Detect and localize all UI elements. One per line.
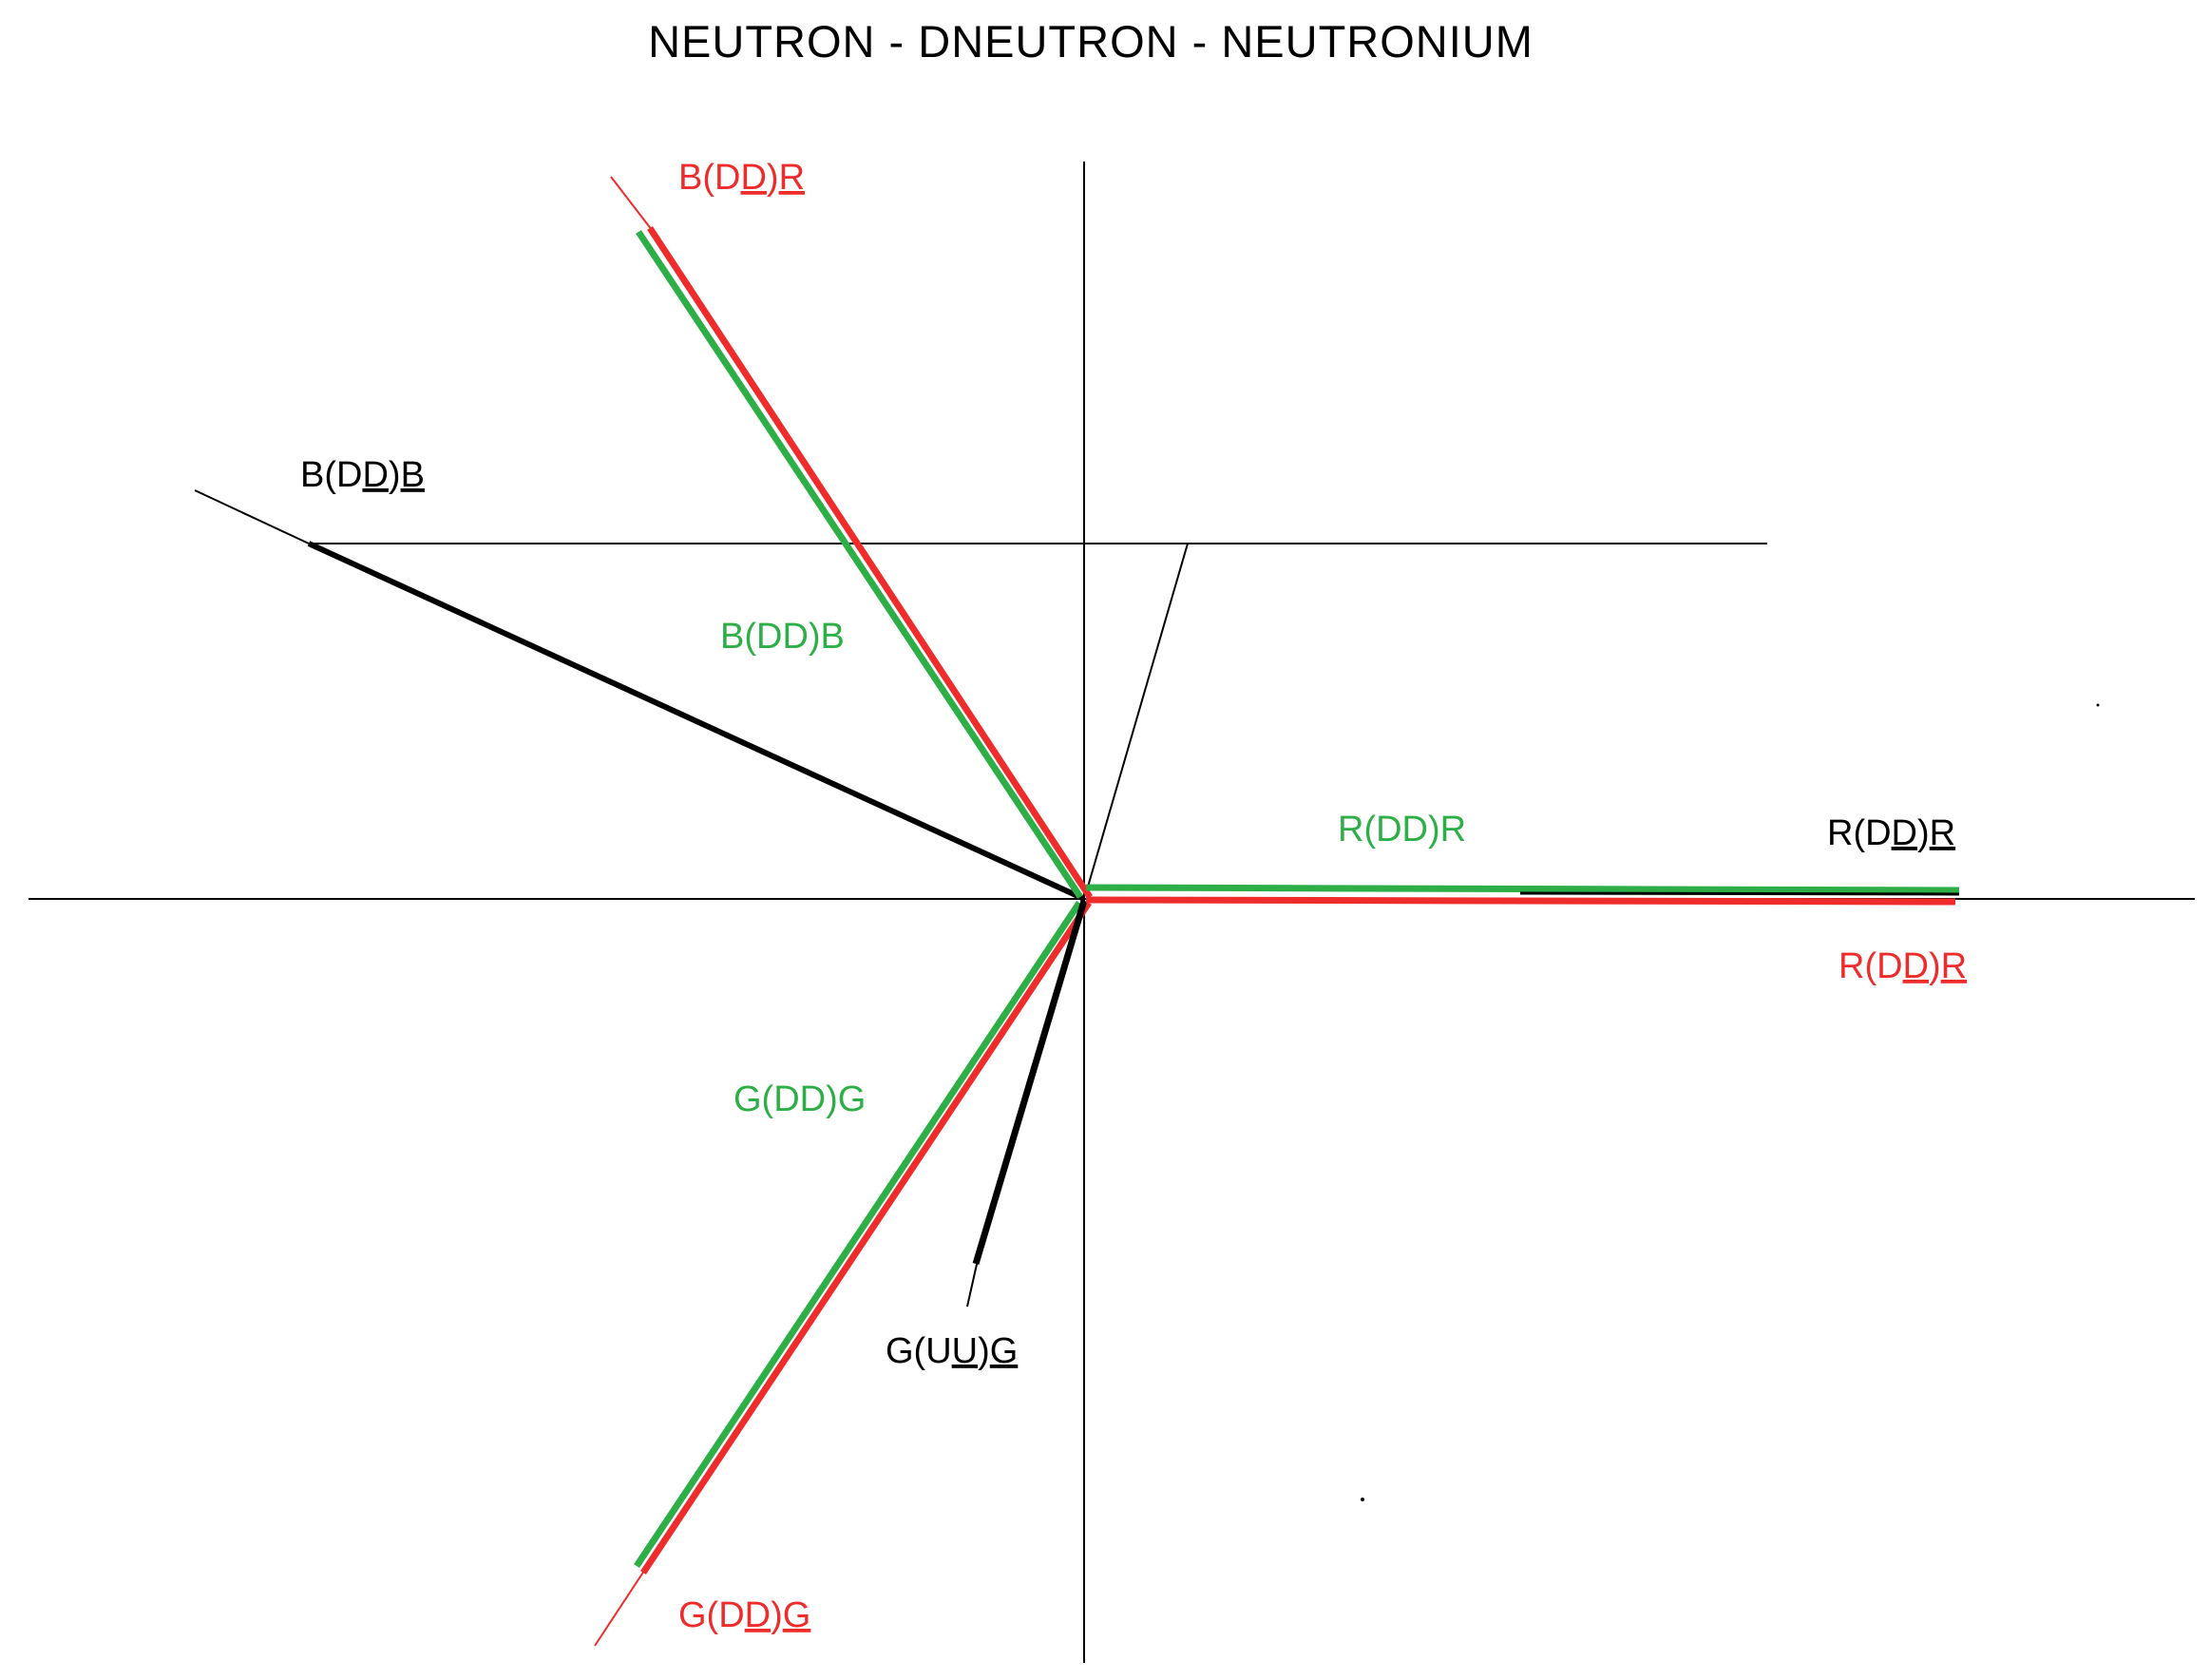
- r-dd-r-black-segment: [1519, 891, 1960, 896]
- label-g-dd-g-green: G(DD)G: [733, 1079, 866, 1119]
- label-b-dd-b-black: B(DD)B: [300, 455, 425, 495]
- diagram-title: NEUTRON - DNEUTRON - NEUTRONIUM: [648, 16, 1534, 67]
- b-dd-b-black-vector: [307, 541, 1086, 902]
- b-dd-r-red-extension: [610, 176, 653, 231]
- b-dd-b-green-vector: [636, 230, 1083, 899]
- g-uu-g-black-extension: [966, 1259, 979, 1308]
- r-dd-r-green-vector: [1085, 884, 1960, 894]
- label-g-dd-g-red: G(DD)G: [678, 1595, 810, 1635]
- r-dd-r-red-vector: [1085, 896, 1956, 906]
- label-b-dd-r-red: B(DD)R: [678, 158, 805, 198]
- label-b-dd-b-green: B(DD)B: [720, 617, 845, 657]
- label-r-dd-r-red: R(DD)R: [1838, 946, 1967, 986]
- stray-dot: [2096, 703, 2100, 707]
- g-dd-g-red-extension: [594, 1567, 647, 1647]
- g-dd-g-green-vector: [634, 901, 1082, 1568]
- thin-slanted-line: [1085, 543, 1189, 894]
- g-uu-g-black-vector: [972, 899, 1088, 1266]
- b-dd-b-black-extension: [194, 489, 310, 544]
- label-r-dd-r-green: R(DD)R: [1338, 810, 1466, 850]
- label-g-uu-g-black: G(UU)G: [886, 1331, 1018, 1371]
- label-r-dd-r-black: R(DD)R: [1827, 813, 1955, 853]
- stray-dot: [1361, 1498, 1364, 1501]
- g-dd-g-red-vector: [640, 901, 1092, 1575]
- b-dd-r-red-vector: [647, 226, 1093, 899]
